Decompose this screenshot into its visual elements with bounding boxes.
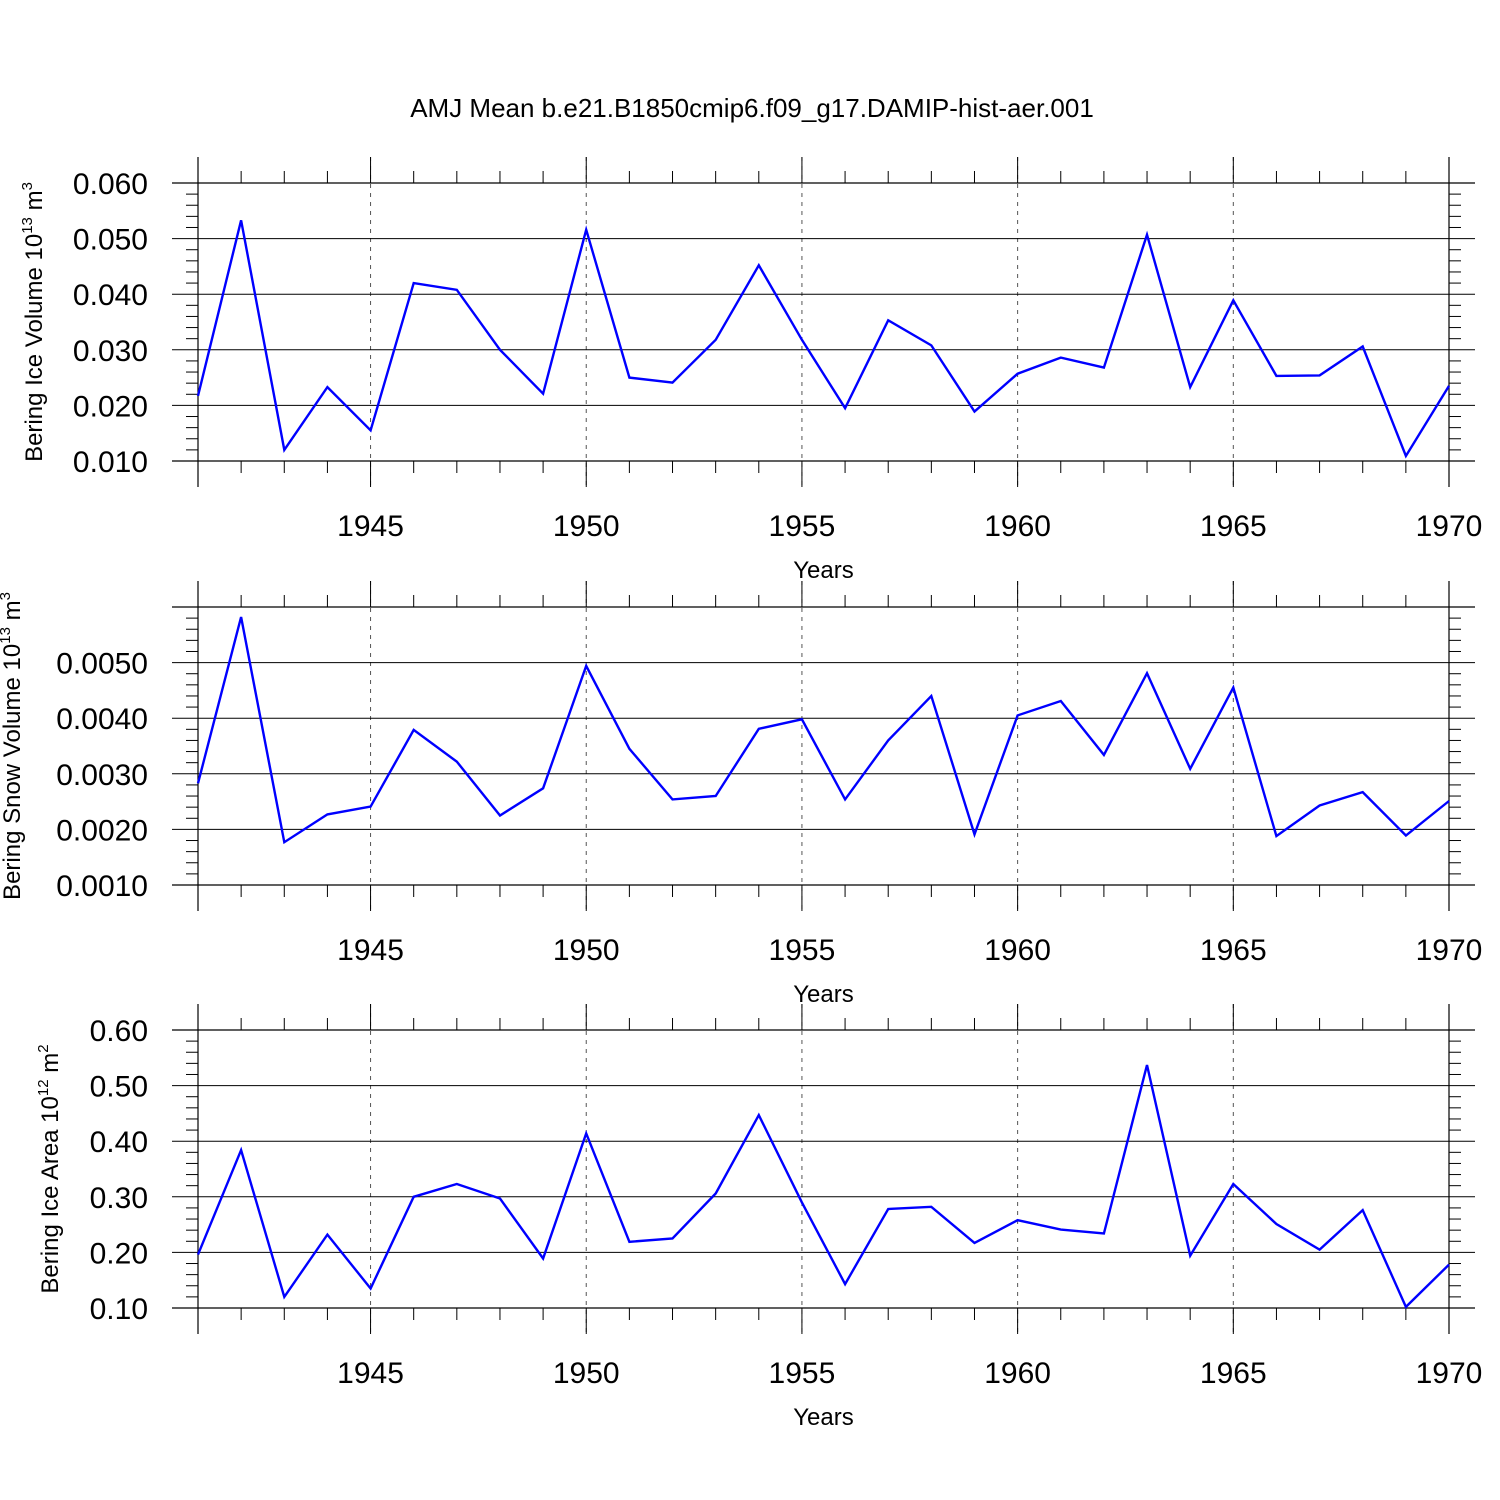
- chart-panel-1: 0.010 0.020 0.030 0.040 0.050 0.060 1945 1950 19…: [19, 157, 1482, 584]
- x-tick-label: 1945: [337, 934, 404, 967]
- x-tick-label: 1965: [1200, 934, 1267, 967]
- y-tick-label: 0.060: [73, 168, 148, 201]
- chart-panel-3: 0.10 0.20 0.30 0.40 0.50 0.60 1945 1950 1955 1960…: [35, 1004, 1482, 1431]
- x-tick-label: 1960: [984, 1357, 1051, 1390]
- x-axis-label: Years: [793, 557, 854, 584]
- x-tick-label: 1960: [984, 934, 1051, 967]
- y-tick-label: 0.030: [73, 335, 148, 368]
- y-axis-label: Bering Ice Volume 1013 m3: [19, 182, 48, 462]
- x-tick-label: 1955: [769, 1357, 836, 1390]
- y-tick-label: 0.0020: [56, 814, 148, 847]
- series-line: [196, 1064, 1450, 1309]
- x-tick-label: 1970: [1416, 934, 1483, 967]
- x-tick-label: 1970: [1416, 1357, 1483, 1390]
- y-tick-label: 0.0010: [56, 870, 148, 903]
- y-tick-label: 0.0040: [56, 703, 148, 736]
- y-axis-label: Bering Snow Volume 1013 m3: [0, 592, 26, 900]
- y-tick-label: 0.40: [90, 1126, 148, 1159]
- y-tick-label: 0.10: [90, 1293, 148, 1326]
- y-axis-label: Bering Ice Area 1012 m2: [35, 1044, 64, 1293]
- y-tick-label: 0.0030: [56, 759, 148, 792]
- x-axis-label: Years: [793, 981, 854, 1008]
- series-line: [196, 220, 1451, 459]
- y-tick-label: 0.50: [90, 1071, 148, 1104]
- figure-title: AMJ Mean b.e21.B1850cmip6.f09_g17.DAMIP-…: [410, 93, 1094, 123]
- series-line: [196, 616, 1450, 845]
- x-tick-label: 1965: [1200, 510, 1267, 543]
- x-tick-label: 1970: [1416, 510, 1483, 543]
- chart-panel-2: 0.0010 0.0020 0.0030 0.0040 0.0050 1945 1950 19…: [0, 581, 1482, 1008]
- y-tick-label: 0.020: [73, 390, 148, 423]
- y-tick-label: 0.30: [90, 1182, 148, 1215]
- x-tick-label: 1945: [337, 1357, 404, 1390]
- y-tick-label: 0.0050: [56, 648, 148, 681]
- x-tick-label: 1955: [769, 934, 836, 967]
- x-tick-label: 1960: [984, 510, 1051, 543]
- y-tick-label: 0.040: [73, 279, 148, 312]
- y-tick-label: 0.60: [90, 1015, 148, 1048]
- y-tick-label: 0.050: [73, 224, 148, 257]
- x-tick-label: 1950: [553, 934, 620, 967]
- x-tick-label: 1950: [553, 510, 620, 543]
- y-tick-label: 0.010: [73, 446, 148, 479]
- y-tick-label: 0.20: [90, 1237, 148, 1270]
- x-tick-label: 1965: [1200, 1357, 1267, 1390]
- x-tick-label: 1950: [553, 1357, 620, 1390]
- x-tick-label: 1945: [337, 510, 404, 543]
- x-tick-label: 1955: [769, 510, 836, 543]
- x-axis-label: Years: [793, 1404, 854, 1431]
